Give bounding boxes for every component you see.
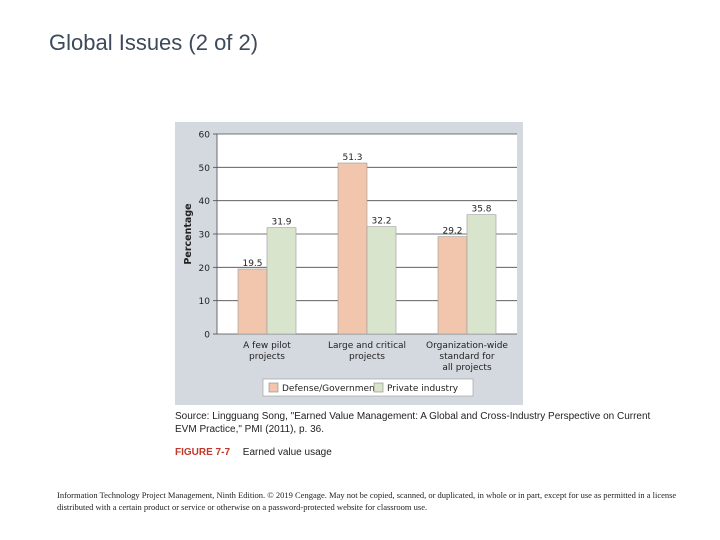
data-label: 29.2 [442,227,462,237]
data-label: 19.5 [242,259,262,269]
copyright-notice: Information Technology Project Managemen… [57,490,677,512]
figure-source: Source: Lingguang Song, "Earned Value Ma… [175,411,651,435]
legend-label: Defense/Government [282,384,379,394]
figure-number: FIGURE 7-7 [175,447,231,458]
bar-defense [337,162,368,335]
bar-private [366,226,397,335]
y-tick-label: 20 [199,264,211,274]
data-label: 35.8 [471,205,491,215]
x-tick-label: Large and critical [328,341,406,351]
data-label: 32.2 [371,217,391,227]
legend-label: Private industry [387,384,459,394]
bar-defense [437,236,468,335]
y-tick-label: 0 [204,331,210,341]
figure-caption-text: Earned value usage [242,447,332,458]
legend-box [262,378,474,397]
y-axis-label: Percentage [183,203,194,264]
bar-private [466,214,497,335]
bar-chart: 0 10 20 30 40 50 60 Percentage 19.5 31.9 A few pil… [183,131,517,397]
data-label: 31.9 [271,218,291,228]
bar-private [266,227,297,335]
legend-swatch-defense [268,382,279,393]
y-tick-label: 50 [199,164,211,174]
data-label: 51.3 [342,153,362,163]
figure-caption: FIGURE 7-7 Earned value usage [175,447,332,458]
x-tick-label: projects [349,352,385,362]
chart-panel: 0 10 20 30 40 50 60 Percentage 19.5 31.9 A few pil… [175,122,523,405]
legend-swatch-private [373,382,384,393]
x-tick-label: Organization-wide [426,341,508,351]
bar-defense [237,268,268,335]
y-tick-label: 40 [199,197,211,207]
y-tick-label: 30 [199,231,211,241]
x-tick-label: standard for [439,352,494,362]
x-tick-label: projects [249,352,285,362]
y-tick-label: 60 [199,131,211,141]
x-tick-label: A few pilot [243,341,291,351]
slide-title: Global Issues (2 of 2) [49,30,259,55]
x-tick-label: all projects [442,363,492,373]
y-tick-label: 10 [199,297,211,307]
